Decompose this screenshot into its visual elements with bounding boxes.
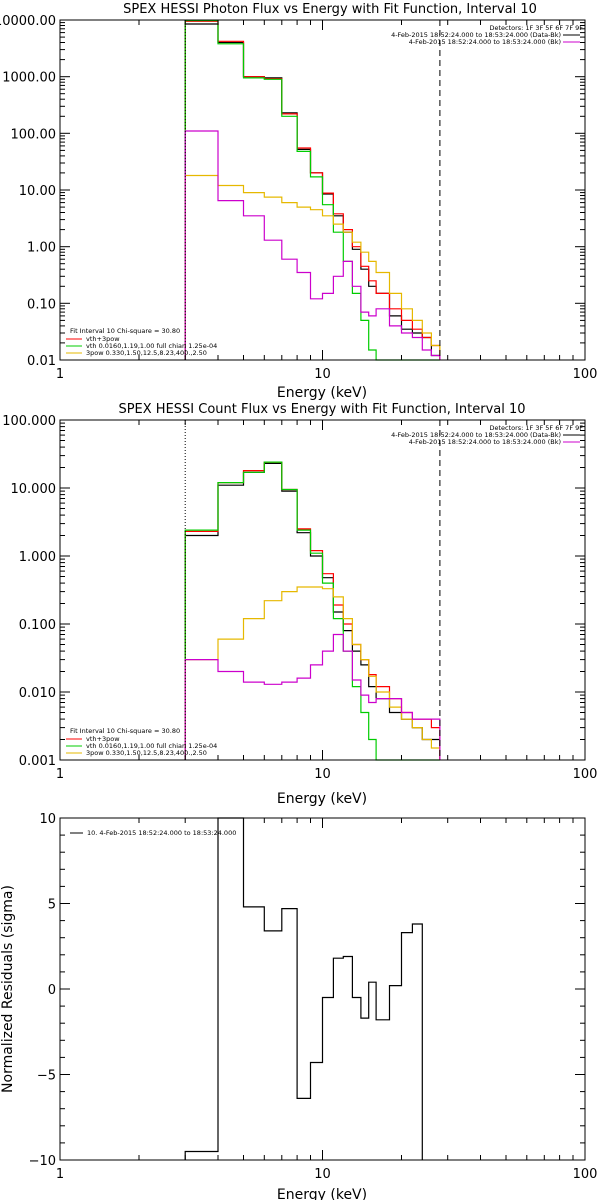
fit-legend-line: Fit Interval 10 Chi-square = 30.80	[70, 327, 180, 335]
y-tick-label: 100.000	[2, 414, 56, 429]
y-tick-label: 10000.00	[0, 14, 56, 29]
fit-legend-line: vth 0.0160,1.19,1.00 full chian 1.25e-04	[86, 342, 217, 350]
y-tick-label: 0.010	[19, 686, 56, 701]
series-group	[184, 817, 423, 1160]
series-line-4	[184, 633, 441, 760]
info-line: 4-Feb-2015 18:52:24.000 to 18:53:24.000 …	[391, 31, 561, 39]
fit-legend-line: vth+3pow	[86, 335, 120, 343]
x-tick-label: 10	[314, 767, 331, 782]
series-line-0	[184, 817, 423, 1160]
y-tick-label: 0	[48, 983, 56, 998]
count-flux-panel: SPEX HESSI Count Flux vs Energy with Fit…	[2, 402, 597, 807]
x-tick-label: 1	[56, 1167, 64, 1182]
y-tick-label: 0.10	[27, 297, 56, 312]
axis-ticks: 1 10 100 0.01 0.10 1.00 10.00 100.00 1000.00 1000…	[0, 14, 597, 382]
x-tick-label: 1	[56, 367, 64, 382]
threshold-lines	[184, 420, 441, 760]
threshold-lines	[184, 20, 441, 360]
y-tick-label: 1.000	[19, 550, 56, 565]
x-tick-label: 10	[314, 1167, 331, 1182]
series-line-4	[184, 130, 441, 360]
series-line-3	[184, 586, 441, 760]
info-line: Detectors: 1F 3F 5F 6F 7F 9F	[489, 24, 583, 32]
x-tick-label: 100	[573, 367, 598, 382]
fit-legend-line: Fit Interval 10 Chi-square = 30.80	[70, 727, 180, 735]
x-axis-label: Energy (keV)	[277, 385, 367, 401]
y-tick-label: 0.100	[19, 618, 56, 633]
legend-label: 10. 4-Feb-2015 18:52:24.000 to 18:53:24.…	[87, 829, 236, 837]
axis-ticks: 1 10 100 0.001 0.010 0.100 1.000 10.000 100.000	[2, 414, 597, 782]
chart-title: SPEX HESSI Photon Flux vs Energy with Fi…	[123, 2, 537, 17]
info-line: 4-Feb-2015 18:52:24.000 to 18:53:24.000 …	[391, 431, 561, 439]
info-line: Detectors: 1F 3F 5F 6F 7F 9F	[489, 424, 583, 432]
y-tick-label: 10.00	[19, 184, 56, 199]
x-tick-label: 100	[573, 1167, 598, 1182]
fit-legend-line: 3pow 0.330,1.50,12.5,8.23,400.,2.50	[86, 749, 207, 757]
series-line-3	[184, 174, 441, 360]
x-tick-label: 100	[573, 767, 598, 782]
y-tick-label: 10.000	[11, 482, 57, 497]
y-tick-label: −5	[37, 1069, 56, 1084]
y-tick-label: 0.01	[27, 354, 56, 369]
x-axis-label: Energy (keV)	[277, 791, 367, 807]
fit-legend-line: 3pow 0.330,1.50,12.5,8.23,400.,2.50	[86, 349, 207, 357]
y-tick-label: 10	[39, 812, 56, 827]
info-line: 4-Feb-2015 18:52:24.000 to 18:53:24.000 …	[409, 38, 561, 46]
axis-ticks: 1 10 100 10 5 0 −5 −10	[29, 812, 598, 1182]
y-tick-label: −10	[29, 1154, 56, 1169]
x-tick-label: 1	[56, 767, 64, 782]
y-tick-label: 1.00	[27, 241, 56, 256]
residuals-panel: 1 10 100 10 5 0 −5 −10 10. 4-Feb-2015 18:52:24.…	[0, 812, 597, 1200]
y-tick-label: 1000.00	[2, 71, 56, 86]
photon-flux-panel: SPEX HESSI Photon Flux vs Energy with Fi…	[0, 2, 597, 401]
chart-title: SPEX HESSI Count Flux vs Energy with Fit…	[118, 402, 525, 417]
y-tick-label: 5	[48, 898, 56, 913]
fit-legend-line: vth 0.0160,1.19,1.00 full chian 1.25e-04	[86, 742, 217, 750]
x-axis-label: Energy (keV)	[277, 1187, 367, 1200]
y-axis-label: Normalized Residuals (sigma)	[0, 885, 16, 1093]
fit-legend-line: vth+3pow	[86, 735, 120, 743]
x-tick-label: 10	[314, 367, 331, 382]
y-tick-label: 100.00	[11, 127, 57, 142]
y-tick-label: 0.001	[19, 754, 56, 769]
info-line: 4-Feb-2015 18:52:24.000 to 18:53:24.000 …	[409, 438, 561, 446]
